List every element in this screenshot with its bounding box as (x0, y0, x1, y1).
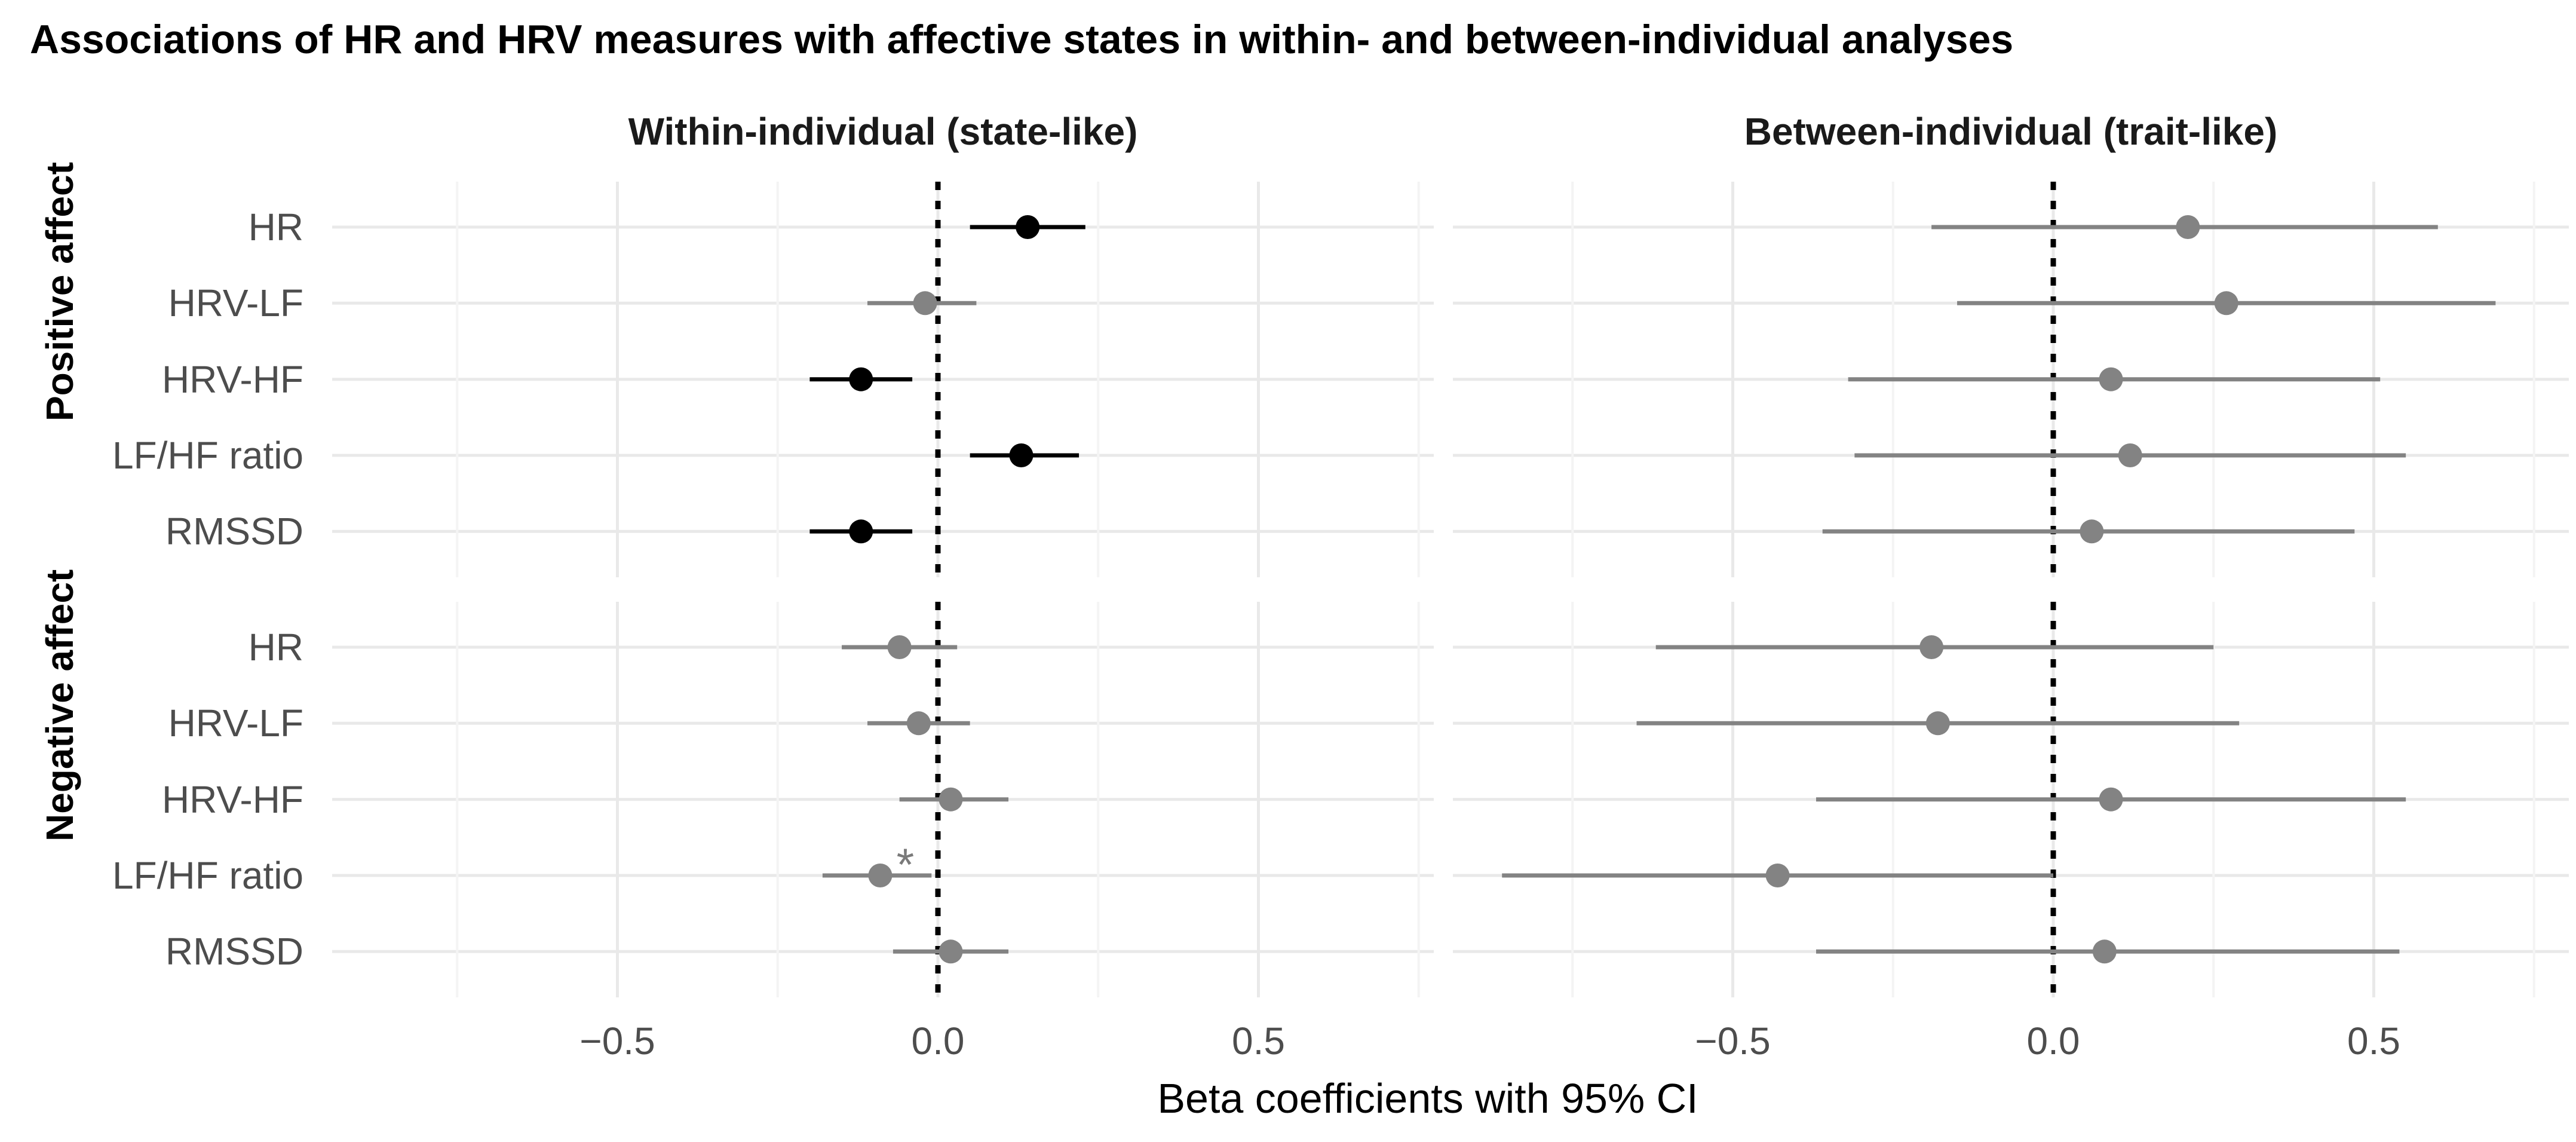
point-estimate (2214, 291, 2238, 316)
x-tick-label: −0.5 (1695, 1019, 1771, 1063)
y-tick-label: LF/HF ratio (112, 434, 303, 477)
point-estimate (1009, 443, 1034, 467)
x-tick-label: 0.0 (911, 1019, 965, 1063)
x-tick-label: 0.5 (1232, 1019, 1285, 1063)
y-tick-label: HR (248, 626, 303, 669)
x-axis-title: Beta coefficients with 95% CI (1157, 1075, 1698, 1122)
y-tick-label: HRV-LF (168, 702, 303, 745)
point-estimate (868, 864, 893, 887)
point-estimate (939, 787, 963, 812)
point-estimate (2099, 367, 2123, 391)
y-tick-label: HR (248, 206, 303, 249)
facet-panel (1453, 182, 2569, 577)
y-tick-label: RMSSD (165, 930, 303, 973)
x-tick-label: 0.5 (2347, 1019, 2400, 1063)
facet-panel (1453, 602, 2569, 997)
point-estimate (2099, 787, 2123, 812)
chart-title: Associations of HR and HRV measures with… (30, 17, 2014, 62)
point-estimate (939, 939, 963, 964)
facet-column-header-within: Within-individual (state-like) (628, 110, 1138, 153)
x-tick-label: 0.0 (2026, 1019, 2080, 1063)
point-estimate (849, 519, 873, 544)
point-estimate (913, 291, 937, 316)
point-estimate (1919, 635, 1944, 659)
point-estimate (2118, 443, 2142, 467)
x-tick-label: −0.5 (579, 1019, 655, 1063)
point-estimate (849, 367, 873, 391)
y-tick-label: LF/HF ratio (112, 854, 303, 897)
point-estimate (1925, 711, 1950, 736)
point-estimate (2092, 939, 2117, 964)
point-estimate (1765, 864, 1790, 887)
y-tick-label: RMSSD (165, 510, 303, 553)
point-estimate (1016, 215, 1040, 239)
point-estimate (2080, 519, 2104, 544)
point-estimate (906, 711, 931, 736)
significance-asterisk: * (897, 840, 915, 890)
y-tick-label: HRV-HF (161, 777, 303, 821)
y-tick-label: HRV-HF (161, 357, 303, 401)
y-tick-label: HRV-LF (168, 281, 303, 325)
facet-panel (332, 182, 1434, 577)
point-estimate (887, 635, 912, 659)
point-estimate (2176, 215, 2200, 239)
facet-column-header-between: Between-individual (trait-like) (1744, 110, 2278, 153)
facet-panel: * (332, 602, 1434, 997)
